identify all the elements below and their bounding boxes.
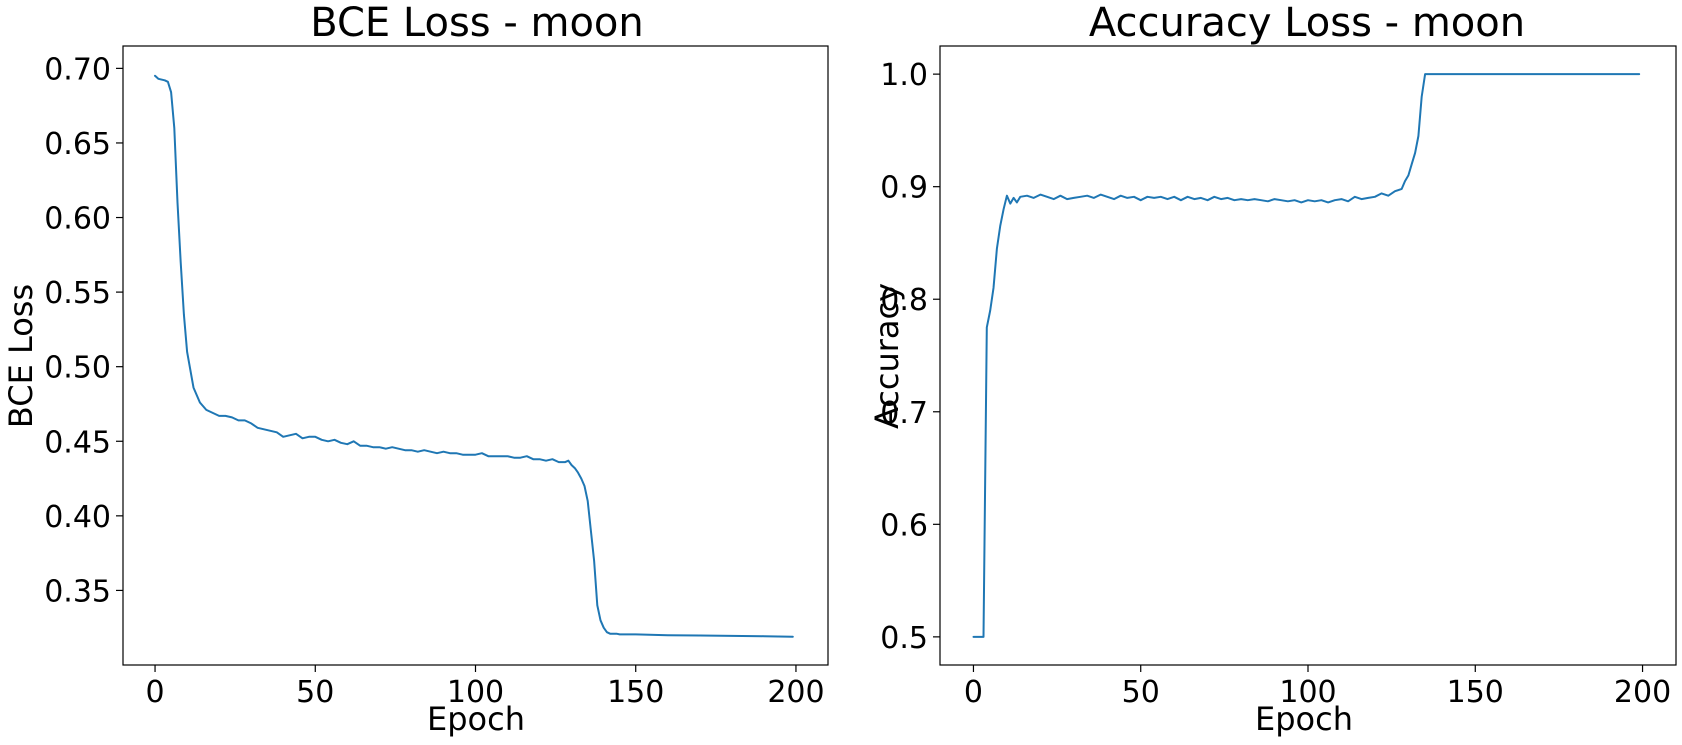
x-tick-label: 150 [1447,675,1504,710]
x-tick-label: 200 [1614,675,1671,710]
y-tick-label: 0.8 [880,283,928,318]
chart-marks: 0 50 100 150 200 0.5 0.6 0.7 0.8 0.9 1.0 [880,58,1671,710]
y-tick-label: 0.55 [44,276,111,311]
x-tick-label: 50 [1122,675,1160,710]
x-tick-label: 50 [296,675,334,710]
x-tick-label: 100 [1279,675,1336,710]
plot-frame [939,45,1677,666]
y-axis-label: Accuracy [868,283,906,429]
chart-bce-loss: BCE Loss - moon 0 50 100 150 200 0.35 0.40 0.45… [2,0,829,738]
x-axis-label: Epoch [427,700,525,738]
y-tick-label: 0.40 [44,500,111,535]
y-tick-label: 0.6 [880,508,928,543]
y-axis-label: BCE Loss [2,284,40,428]
series-line [972,73,1641,638]
y-tick-label: 0.65 [44,127,111,162]
series-line [154,74,794,638]
x-tick-label: 150 [607,675,664,710]
x-axis-label: Epoch [1255,700,1353,738]
y-tick-label: 0.5 [880,621,928,656]
y-tick-label: 1.0 [880,58,928,93]
x-tick-label: 0 [145,675,164,710]
y-tick-label: 0.35 [44,574,111,609]
chart-title: BCE Loss - moon [310,0,644,46]
y-tick-label: 0.60 [44,202,111,237]
chart-title: Accuracy Loss - moon [1089,0,1525,46]
x-tick-label: 0 [964,675,983,710]
y-tick-label: 0.7 [880,396,928,431]
chart-accuracy: Accuracy Loss - moon 0 50 100 150 2000.50.60… [868,0,1677,738]
plot-frame [122,45,829,666]
y-tick-label: 0.50 [44,351,111,386]
y-tick-label: 0.45 [44,425,111,460]
y-tick-label: 0.9 [880,171,928,206]
chart-marks: 0 50 100 150 200 0.35 0.40 0.45 0.50 0.55 0.60 0.65… [44,52,824,710]
x-tick-label: 100 [447,675,504,710]
y-tick-label: 0.70 [44,52,111,87]
x-tick-label: 200 [767,675,824,710]
